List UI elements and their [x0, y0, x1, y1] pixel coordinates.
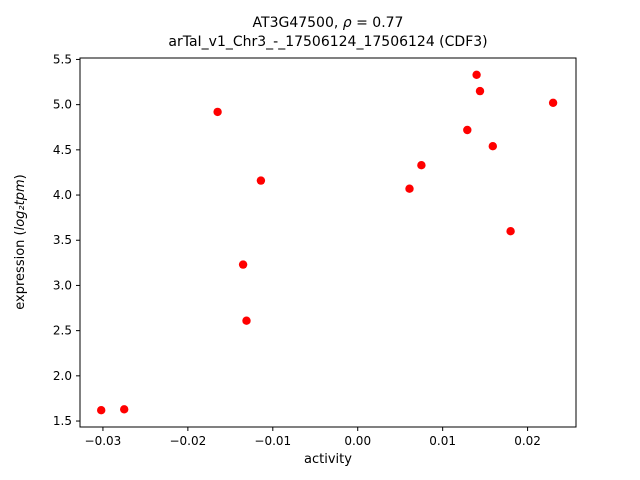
- y-tick-label: 2.5: [53, 324, 72, 338]
- plot-area: −0.03 −0.02 −0.01 0.00 0.01 0.02 1.5 2.0 2.5 3.0 3…: [53, 52, 577, 448]
- data-point: [548, 98, 558, 108]
- data-point: [242, 316, 251, 325]
- data-point: [488, 142, 497, 151]
- y-tick-label: 2.0: [53, 369, 72, 383]
- data-point: [238, 260, 248, 269]
- x-tick-label: 0.01: [429, 434, 456, 448]
- x-tick-label: −0.03: [85, 434, 122, 448]
- data-point: [97, 406, 106, 415]
- y-tick-label: 5.5: [53, 52, 72, 66]
- x-tick-label: 0.00: [344, 434, 371, 448]
- x-axis-label: activity: [304, 452, 352, 467]
- y-tick-label: 3.0: [53, 278, 72, 292]
- y-axis-label-math: log₂tpm: [13, 179, 28, 230]
- plot-title: AT3G47500, ρ = 0.77: [253, 15, 404, 31]
- y-tick-label: 4.5: [53, 143, 72, 157]
- data-point: [256, 176, 266, 185]
- data-point: [120, 405, 129, 414]
- y-axis-label-suffix: ): [13, 174, 28, 179]
- y-axis-label: expression (log₂tpm): [13, 174, 28, 309]
- plot-title-prefix: AT3G47500,: [253, 15, 343, 31]
- y-tick-label: 5.0: [53, 98, 72, 112]
- plot-subtitle: arTaI_v1_Chr3_-_17506124_17506124 (CDF3): [168, 34, 487, 50]
- axes-frame: [79, 57, 577, 428]
- data-point: [506, 227, 515, 236]
- plot-title-rho-symbol: ρ: [343, 15, 352, 31]
- data-point: [417, 161, 426, 170]
- x-tick-label: −0.02: [169, 434, 206, 448]
- y-axis-label-prefix: expression (: [13, 230, 28, 309]
- data-point: [213, 107, 222, 117]
- x-tick-label: −0.01: [254, 434, 291, 448]
- data-point: [463, 125, 472, 135]
- plot-title-suffix: = 0.77: [352, 15, 404, 31]
- y-tick-label: 3.5: [53, 233, 72, 247]
- x-tick-label: 0.02: [514, 434, 541, 448]
- data-point: [405, 184, 414, 193]
- y-tick-label: 4.0: [53, 188, 72, 202]
- data-point: [472, 70, 481, 80]
- y-tick-label: 1.5: [53, 414, 72, 428]
- data-point: [475, 86, 485, 96]
